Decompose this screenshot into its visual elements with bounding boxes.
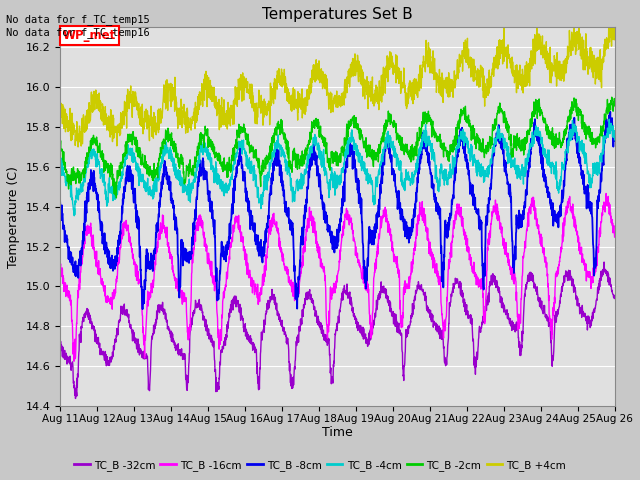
Text: WP_met: WP_met xyxy=(63,29,116,42)
Text: No data for f_TC_temp15
No data for f_TC_temp16: No data for f_TC_temp15 No data for f_TC… xyxy=(6,14,150,38)
Legend: TC_B -32cm, TC_B -16cm, TC_B -8cm, TC_B -4cm, TC_B -2cm, TC_B +4cm: TC_B -32cm, TC_B -16cm, TC_B -8cm, TC_B … xyxy=(70,456,570,475)
Y-axis label: Temperature (C): Temperature (C) xyxy=(7,166,20,267)
X-axis label: Time: Time xyxy=(322,426,353,440)
Title: Temperatures Set B: Temperatures Set B xyxy=(262,7,413,22)
